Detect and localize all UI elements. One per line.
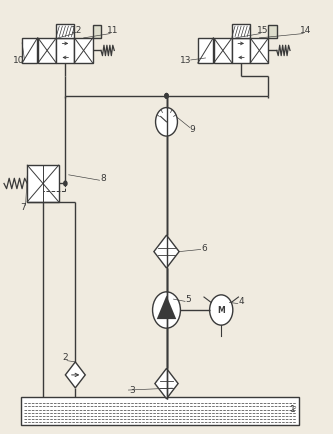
Circle shape [164, 93, 169, 99]
Text: 6: 6 [202, 243, 207, 253]
Polygon shape [155, 368, 178, 399]
Bar [56, 24, 75, 38]
Circle shape [63, 181, 68, 187]
Text: 4: 4 [238, 297, 244, 306]
Bar [21, 397, 299, 424]
Text: 14: 14 [300, 26, 311, 36]
Text: M: M [217, 306, 225, 315]
Circle shape [156, 108, 177, 136]
Text: 3: 3 [129, 386, 135, 395]
Text: 10: 10 [13, 56, 25, 65]
Bar [56, 38, 75, 63]
Text: 11: 11 [107, 26, 119, 36]
Text: 8: 8 [100, 174, 106, 183]
Bar [38, 38, 56, 63]
Text: 5: 5 [185, 295, 191, 304]
Text: 13: 13 [180, 56, 191, 65]
Text: 15: 15 [257, 26, 268, 36]
Bar [27, 165, 59, 202]
Circle shape [209, 295, 233, 325]
Bar [232, 24, 250, 38]
Text: 7: 7 [20, 203, 26, 212]
Polygon shape [157, 296, 176, 319]
Bar [22, 38, 38, 63]
Bar [232, 38, 250, 63]
Circle shape [153, 292, 180, 328]
Text: 1: 1 [290, 405, 295, 414]
Polygon shape [65, 362, 85, 388]
Polygon shape [154, 235, 179, 268]
Bar [75, 38, 93, 63]
Bar [198, 38, 213, 63]
Circle shape [164, 93, 169, 99]
Text: 2: 2 [63, 353, 68, 362]
Bar [268, 26, 277, 38]
Text: 12: 12 [71, 26, 82, 36]
Bar [250, 38, 268, 63]
Bar [214, 38, 232, 63]
Text: 9: 9 [189, 125, 195, 134]
Bar [93, 26, 101, 38]
